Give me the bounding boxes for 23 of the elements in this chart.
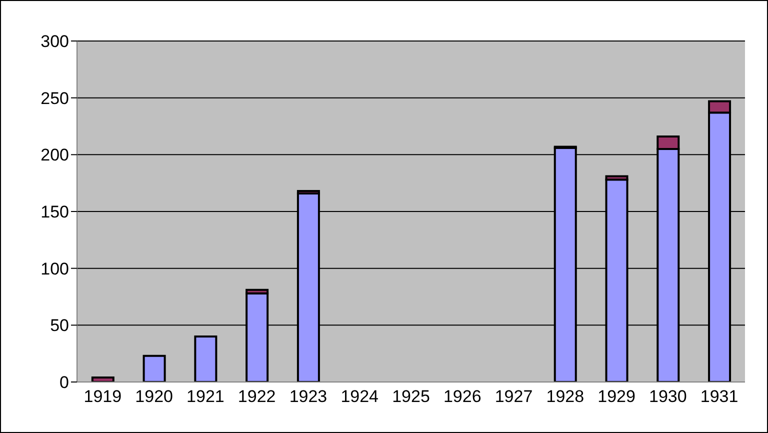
x-tick-label: 1928 bbox=[546, 387, 584, 406]
x-tick-label: 1929 bbox=[598, 387, 636, 406]
y-tick-label: 250 bbox=[40, 88, 69, 108]
x-tick-label: 1920 bbox=[135, 387, 173, 406]
x-tick-label: 1923 bbox=[289, 387, 328, 406]
bar bbox=[142, 354, 166, 382]
x-tick-label: 1924 bbox=[340, 387, 379, 406]
x-tick-label: 1927 bbox=[494, 387, 533, 406]
y-tick-label: 150 bbox=[40, 202, 69, 222]
bar bbox=[91, 376, 114, 382]
y-tick-label: 200 bbox=[40, 146, 69, 165]
x-tick-label: 1926 bbox=[443, 387, 482, 406]
bar bbox=[194, 336, 218, 382]
x-tick-label: 1925 bbox=[392, 387, 430, 406]
y-tick-label: 50 bbox=[50, 316, 69, 336]
y-tick-label: 0 bbox=[60, 373, 69, 392]
y-tick-label: 100 bbox=[40, 259, 69, 278]
x-tick-label: 1930 bbox=[649, 387, 687, 406]
x-tick-label: 1919 bbox=[84, 387, 122, 406]
x-tick-label: 1921 bbox=[186, 387, 224, 406]
y-tick-label: 300 bbox=[40, 32, 69, 52]
x-tick-label: 1922 bbox=[238, 387, 276, 406]
x-tick-label: 1931 bbox=[700, 387, 738, 406]
